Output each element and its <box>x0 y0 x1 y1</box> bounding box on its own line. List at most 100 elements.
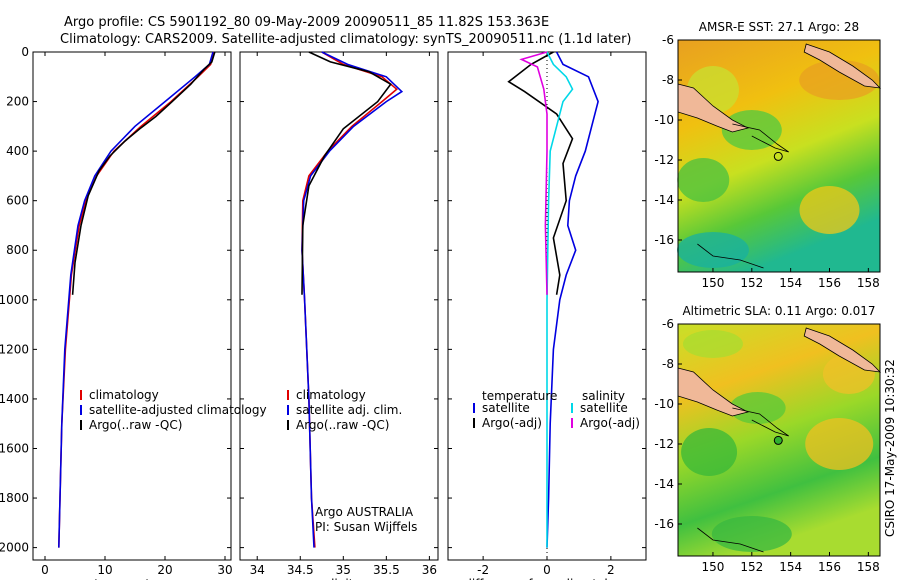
y-tick-label: 400 <box>6 144 29 158</box>
field-blob <box>799 186 860 234</box>
x-tick-label: 30 <box>217 563 232 577</box>
x-tick-label: 154 <box>779 276 802 290</box>
y-tick-label: -14 <box>654 477 674 491</box>
legend-entry: climatology <box>89 388 159 402</box>
series-line-climatology <box>58 51 215 548</box>
csiro-timestamp: CSIRO 17-May-2009 10:30:32 <box>883 359 897 537</box>
difference-xlabel: difference from climatology <box>464 577 630 580</box>
legend-title-salinity: salinity <box>582 389 625 403</box>
x-tick-label: -2 <box>477 563 489 577</box>
series-line-argo-raw-qc- <box>71 51 216 295</box>
legend-entry: satellite <box>482 401 530 415</box>
field-blob <box>677 158 730 202</box>
x-tick-label: 152 <box>740 560 763 574</box>
field-blob <box>681 428 738 476</box>
legend-title-temperature: temperature <box>482 389 557 403</box>
y-tick-label: -16 <box>654 517 674 531</box>
y-tick-label: -6 <box>662 317 674 331</box>
y-tick-label: 1600 <box>0 441 29 455</box>
x-tick-label: 34 <box>250 563 265 577</box>
solomon-islands <box>803 43 882 89</box>
legend-entry: Argo(-adj) <box>482 416 542 430</box>
temperature-panel: 0 10 20 30 temperature 0 200 400 600 800 1000 1200 1… <box>0 45 267 580</box>
argo-float-marker <box>773 151 783 161</box>
x-tick-label: 154 <box>779 560 802 574</box>
louisiade-archipelago <box>732 407 789 437</box>
y-tick-label: 1800 <box>0 491 29 505</box>
y-tick-label: 1400 <box>0 392 29 406</box>
series-line-salinity-satellite <box>546 51 574 548</box>
y-tick-label: -6 <box>662 33 674 47</box>
y-tick-label: 1200 <box>0 342 29 356</box>
series-line-argo-raw-qc- <box>301 51 392 295</box>
x-tick-label: 150 <box>702 276 725 290</box>
series-line-temperature-satellite <box>546 51 599 548</box>
x-tick-label: 158 <box>857 276 880 290</box>
y-tick-label: -8 <box>662 73 674 87</box>
y-tick-label: -14 <box>654 193 674 207</box>
salinity-xlabel: salinity <box>317 577 360 580</box>
sst-map-frame <box>677 39 881 273</box>
legend-entry: satellite <box>580 401 628 415</box>
field-blob <box>729 392 786 424</box>
y-tick-label: -12 <box>654 437 674 451</box>
legend-entry: Argo(-adj) <box>580 416 640 430</box>
y-tick-label: 600 <box>6 194 29 208</box>
legend-entry: Argo(..raw -QC) <box>296 418 389 432</box>
annotation-line: PI: Susan Wijffels <box>315 520 417 534</box>
salinity-frame <box>239 51 439 561</box>
x-tick-label: 156 <box>818 276 841 290</box>
y-tick-label: -16 <box>654 233 674 247</box>
x-tick-label: 35 <box>336 563 351 577</box>
sla-map-title: Altimetric SLA: 0.11 Argo: 0.017 <box>682 304 875 318</box>
salinity-panel: 34 34.5 35 35.5 36 salinity climatologysatelli… <box>239 51 439 580</box>
x-tick-label: 2 <box>607 563 615 577</box>
header-line-1: Argo profile: CS 5901192_80 09-May-2009 … <box>64 15 549 30</box>
sst-map-panel: AMSR-E SST: 27.1 Argo: 28 150 152 154 156 158… <box>654 20 882 290</box>
legend-entry: climatology <box>296 388 366 402</box>
louisiade-archipelago <box>732 123 789 153</box>
temperature-frame <box>32 51 232 561</box>
field-blob <box>799 60 880 100</box>
field-blob <box>805 418 874 470</box>
sla-map-frame <box>677 323 881 557</box>
legend-entry: satellite adj. clim. <box>296 403 402 417</box>
x-tick-label: 20 <box>157 563 172 577</box>
legend-entry: Argo(..raw -QC) <box>89 418 182 432</box>
field-blob <box>682 330 743 358</box>
coral-sea-reefs <box>697 243 764 269</box>
field-blob <box>711 516 792 552</box>
series-line-climatology <box>301 51 398 548</box>
x-tick-label: 158 <box>857 560 880 574</box>
y-tick-label: 0 <box>21 45 29 59</box>
solomon-islands <box>803 327 882 373</box>
x-tick-label: 35.5 <box>373 563 400 577</box>
x-tick-label: 156 <box>818 560 841 574</box>
annotation-line: Argo AUSTRALIA <box>315 505 414 519</box>
argo-float-marker <box>773 435 783 445</box>
header-line-2: Climatology: CARS2009. Satellite-adjuste… <box>60 32 632 47</box>
y-tick-label: 200 <box>6 95 29 109</box>
sst-map-title: AMSR-E SST: 27.1 Argo: 28 <box>699 20 859 34</box>
y-tick-label: -10 <box>654 397 674 411</box>
x-tick-label: 150 <box>702 560 725 574</box>
png-mainland <box>677 367 750 417</box>
y-tick-label: 800 <box>6 243 29 257</box>
coral-sea-reefs <box>697 527 764 553</box>
series-line-salinity-argo-adj- <box>519 51 548 295</box>
png-mainland <box>677 83 750 133</box>
x-tick-label: 34.5 <box>287 563 314 577</box>
y-tick-label: -12 <box>654 153 674 167</box>
x-tick-label: 152 <box>740 276 763 290</box>
y-tick-label: 1000 <box>0 293 29 307</box>
legend-entry: satellite-adjusted climatology <box>89 403 267 417</box>
x-tick-label: 36 <box>422 563 437 577</box>
temperature-xlabel: temperature <box>94 577 169 580</box>
series-line-satellite-adjusted-climatology <box>58 51 214 548</box>
x-tick-label: 0 <box>41 563 49 577</box>
sla-map-panel: Altimetric SLA: 0.11 Argo: 0.017 150 152 15… <box>654 304 882 574</box>
y-tick-label: -10 <box>654 113 674 127</box>
x-tick-label: 10 <box>97 563 112 577</box>
y-tick-label: -8 <box>662 357 674 371</box>
difference-panel: -2 0 2difference from climatology temperatu… <box>447 51 647 580</box>
